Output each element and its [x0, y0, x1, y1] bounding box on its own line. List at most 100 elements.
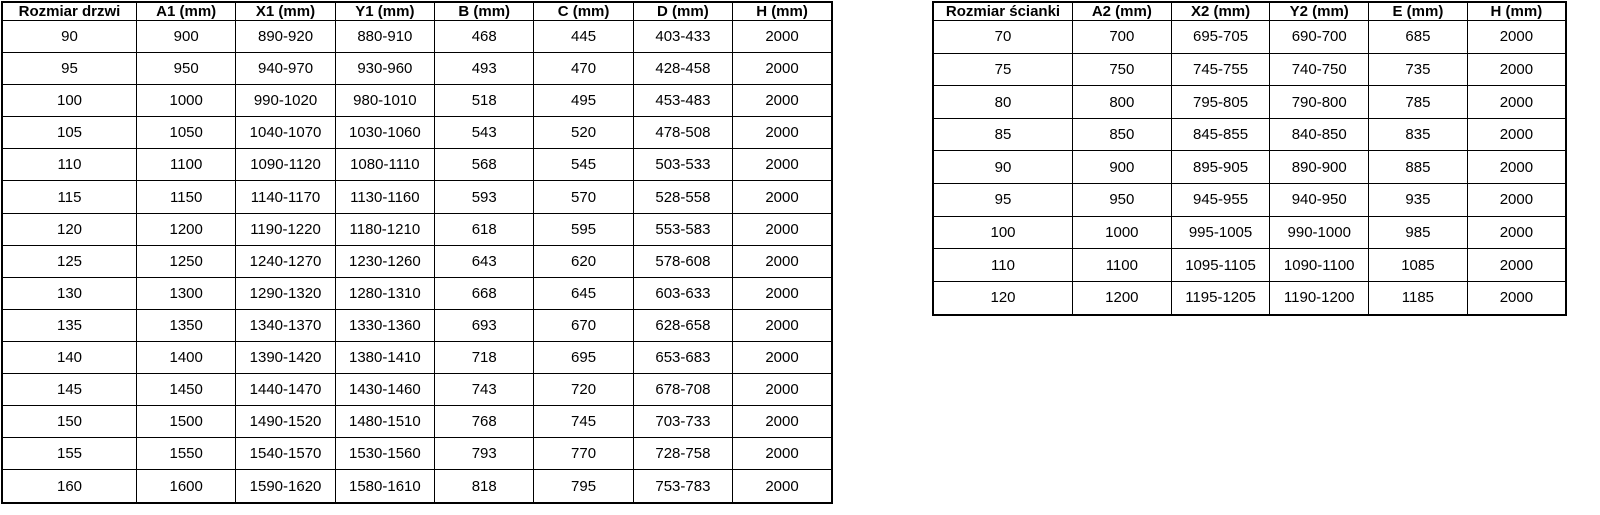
table-cell: 1590-1620 [235, 469, 336, 504]
column-header: A1 (mm) [135, 1, 237, 21]
table-cell: 618 [434, 212, 535, 246]
column-header: E (mm) [1368, 1, 1468, 21]
table-cell: 1230-1260 [334, 244, 436, 278]
table-cell: 100 [1, 84, 137, 118]
column-header: H (mm) [732, 1, 833, 21]
table-cell: 835 [1368, 117, 1468, 152]
table-cell: 595 [533, 212, 634, 246]
table-cell: 1040-1070 [235, 116, 336, 150]
table-row: 110 1100 1095-1105 1090-1100 1085 2000 [932, 248, 1567, 282]
table-cell: 1140-1170 [235, 180, 336, 214]
table-cell: 105 [1, 116, 137, 150]
table-cell: 890-900 [1269, 150, 1370, 185]
wall-size-table: Rozmiar ścianki A2 (mm) X2 (mm) Y2 (mm) E (m… [932, 1, 1567, 316]
table-cell: 1195-1205 [1170, 280, 1271, 316]
table-row: 150 1500 1490-1520 1480-1510 768 745 703-733 20… [1, 405, 833, 439]
table-cell: 845-855 [1170, 117, 1271, 152]
table-cell: 2000 [732, 180, 833, 214]
table-cell: 990-1020 [235, 84, 336, 118]
column-header: B (mm) [434, 1, 535, 21]
table-cell: 1240-1270 [235, 244, 336, 278]
table-cell: 1400 [135, 340, 237, 375]
table-cell: 495 [533, 84, 634, 118]
table-row: 160 1600 1590-1620 1580-1610 818 795 753-783 20… [1, 469, 833, 504]
table-cell: 1090-1120 [235, 148, 336, 182]
table-cell: 1340-1370 [235, 308, 336, 342]
table-cell: 895-905 [1170, 150, 1271, 185]
table-cell: 90 [1, 19, 137, 54]
table-cell: 850 [1072, 117, 1172, 152]
table-row: 95 950 945-955 940-950 935 2000 [932, 183, 1567, 217]
table-row: 100 1000 990-1020 980-1010 518 495 453-483 2000 [1, 84, 833, 118]
table-cell: 1330-1360 [334, 308, 436, 342]
table-row: 120 1200 1195-1205 1190-1200 1185 2000 [932, 280, 1567, 316]
header-row: Rozmiar ścianki A2 (mm) X2 (mm) Y2 (mm) E (m… [932, 1, 1567, 21]
table-cell: 1500 [135, 405, 237, 439]
table-cell: 120 [1, 212, 137, 246]
table-cell: 2000 [732, 469, 833, 504]
table-cell: 135 [1, 308, 137, 342]
table-cell: 693 [434, 308, 535, 342]
table-row: 125 1250 1240-1270 1230-1260 643 620 578-608 20… [1, 244, 833, 278]
table-row: 115 1150 1140-1170 1130-1160 593 570 528-558 20… [1, 180, 833, 214]
table-cell: 1180-1210 [334, 212, 436, 246]
table-cell: 668 [434, 276, 535, 310]
table-cell: 2000 [732, 276, 833, 310]
table-cell: 150 [1, 405, 137, 439]
table-cell: 2000 [1466, 280, 1567, 316]
table-cell: 2000 [1466, 150, 1567, 185]
table-cell: 2000 [732, 212, 833, 246]
column-header: D (mm) [632, 1, 734, 21]
table-cell: 1580-1610 [334, 469, 436, 504]
column-header: Y2 (mm) [1269, 1, 1370, 21]
table-cell: 1300 [135, 276, 237, 310]
table-cell: 1450 [135, 373, 237, 407]
table-cell: 520 [533, 116, 634, 150]
table-cell: 70 [932, 20, 1073, 54]
table-row: 155 1550 1540-1570 1530-1560 793 770 728-758 20… [1, 437, 833, 471]
table-cell: 795 [533, 469, 634, 504]
table-row: 90 900 895-905 890-900 885 2000 [932, 150, 1567, 185]
header-row: Rozmiar drzwi A1 (mm) X1 (mm) Y1 (mm) B (mm)… [1, 1, 833, 21]
table-cell: 990-1000 [1269, 215, 1370, 250]
table-cell: 453-483 [632, 84, 734, 118]
table-cell: 745 [533, 405, 634, 439]
table-cell: 1085 [1368, 248, 1468, 282]
table-cell: 2000 [732, 405, 833, 439]
table-cell: 718 [434, 340, 535, 375]
table-cell: 940-970 [235, 52, 336, 86]
table-cell: 2000 [732, 340, 833, 375]
table-cell: 1540-1570 [235, 437, 336, 471]
table-cell: 1290-1320 [235, 276, 336, 310]
table-cell: 745-755 [1170, 52, 1271, 87]
table-row: 110 1100 1090-1120 1080-1110 568 545 503-533 20… [1, 148, 833, 182]
table-row: 90 900 890-920 880-910 468 445 403-433 2000 [1, 19, 833, 54]
column-header: A2 (mm) [1072, 1, 1172, 21]
table-cell: 703-733 [632, 405, 734, 439]
table-cell: 403-433 [632, 19, 734, 54]
table-cell: 120 [932, 280, 1073, 316]
table-cell: 700 [1072, 20, 1172, 54]
table-cell: 1000 [1072, 215, 1172, 250]
table-cell: 980-1010 [334, 84, 436, 118]
table-cell: 653-683 [632, 340, 734, 375]
table-cell: 2000 [1466, 215, 1567, 250]
table-cell: 1095-1105 [1170, 248, 1271, 282]
table-cell: 1440-1470 [235, 373, 336, 407]
table-cell: 155 [1, 437, 137, 471]
table-cell: 80 [932, 85, 1073, 119]
table-cell: 885 [1368, 150, 1468, 185]
table-cell: 603-633 [632, 276, 734, 310]
table-cell: 85 [932, 117, 1073, 152]
table-cell: 685 [1368, 20, 1468, 54]
table-cell: 795-805 [1170, 85, 1271, 119]
table-cell: 890-920 [235, 19, 336, 54]
table-cell: 930-960 [334, 52, 436, 86]
table-cell: 1000 [135, 84, 237, 118]
table-cell: 880-910 [334, 19, 436, 54]
table-cell: 1130-1160 [334, 180, 436, 214]
table-cell: 985 [1368, 215, 1468, 250]
table-cell: 2000 [732, 437, 833, 471]
table-cell: 620 [533, 244, 634, 278]
table-cell: 1030-1060 [334, 116, 436, 150]
